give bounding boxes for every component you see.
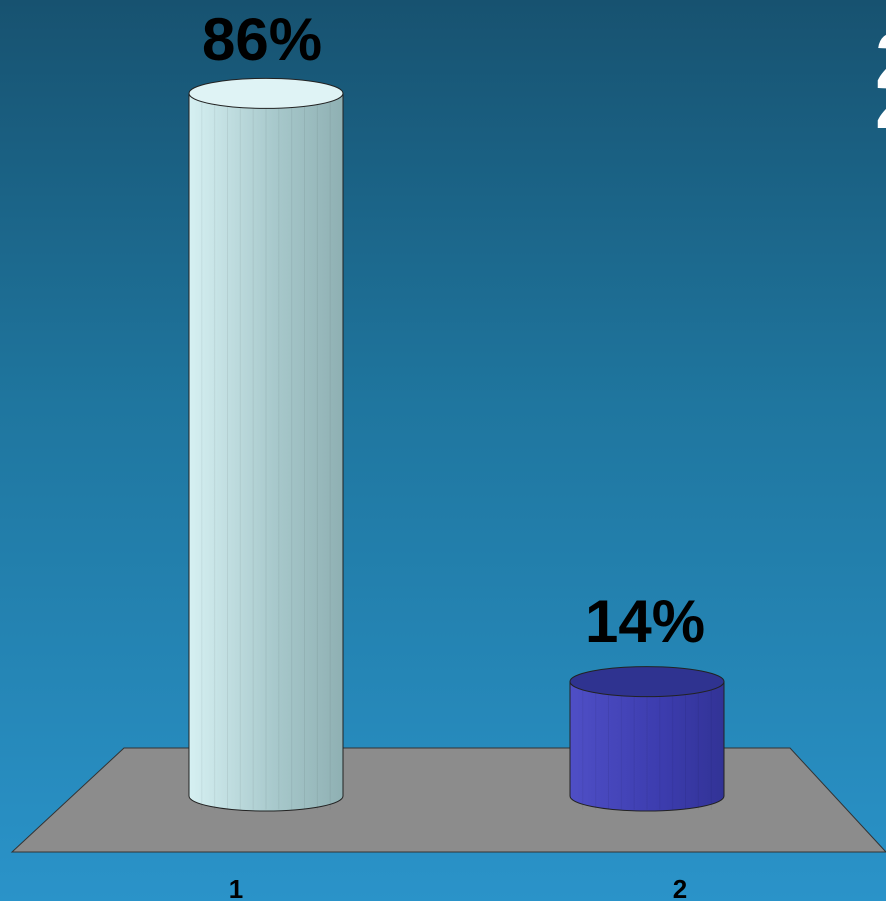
- bar-1: [188, 77, 344, 812]
- bar-top-2: [569, 666, 725, 698]
- x-tick-label-1: 1: [229, 874, 243, 901]
- bar-2: [569, 666, 725, 812]
- edge-text-upper: 2: [875, 16, 886, 105]
- bar-body-1: [188, 92, 344, 812]
- edge-text-lower: 2: [875, 56, 886, 145]
- data-label-1: 86%: [202, 6, 322, 73]
- data-label-2: 14%: [585, 588, 705, 655]
- chart-floor: [10, 747, 886, 853]
- bar-top-1: [188, 77, 344, 109]
- x-tick-label-2: 2: [673, 874, 687, 901]
- bar-body-2: [569, 681, 725, 812]
